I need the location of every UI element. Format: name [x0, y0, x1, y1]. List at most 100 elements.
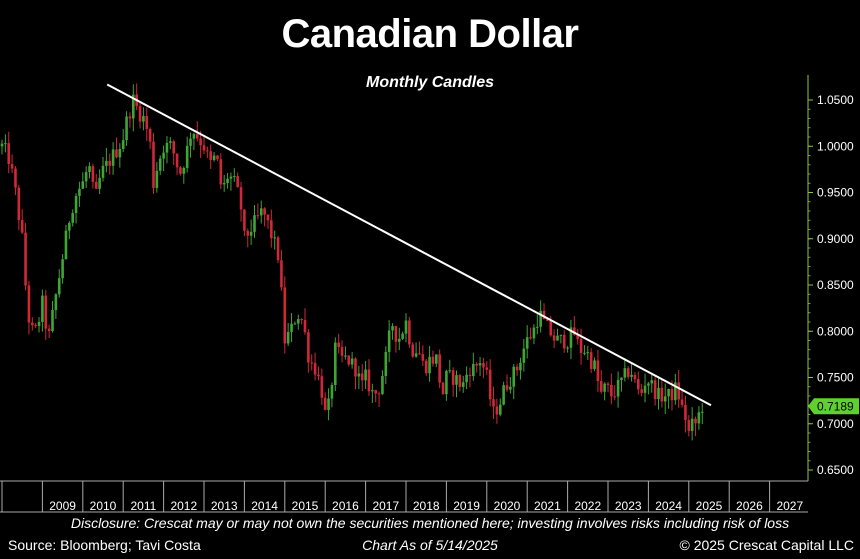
candle-body	[650, 380, 654, 384]
candle-body	[505, 385, 509, 390]
candle-body	[643, 385, 647, 393]
candle-body	[573, 327, 576, 335]
candle-body	[455, 375, 458, 385]
candle-body	[556, 335, 559, 341]
candle-body	[498, 404, 502, 415]
candle-body	[323, 397, 327, 410]
candle-body	[616, 380, 620, 397]
candle-body	[512, 366, 516, 387]
candle-body	[387, 330, 391, 352]
candle-body	[37, 321, 41, 326]
candle-body	[697, 412, 701, 424]
candle-body	[458, 375, 462, 387]
candle-body	[142, 116, 145, 122]
candle-body	[24, 232, 27, 286]
candle-body	[172, 141, 175, 154]
candle-body	[515, 366, 519, 371]
candle-body	[185, 145, 189, 168]
candle-body	[206, 150, 209, 152]
candle-body	[546, 319, 549, 321]
source-text: Source: Bloomberg; Tavi Costa	[8, 537, 201, 553]
candle-body	[492, 399, 495, 407]
x-tick-label: 2015	[292, 499, 319, 513]
candle-body	[381, 376, 384, 395]
candle-body	[623, 368, 627, 378]
candle-body	[371, 390, 374, 392]
candle-body	[640, 389, 643, 393]
candle-body	[263, 208, 266, 215]
candle-body	[465, 374, 468, 383]
last-price-badge-group: 0.7189	[808, 398, 859, 415]
candle-body	[233, 176, 236, 178]
y-tick-label: 0.8500	[817, 278, 854, 292]
candle-body	[603, 383, 606, 392]
candle-body	[596, 360, 600, 382]
candle-body	[158, 158, 162, 171]
candle-body	[414, 353, 418, 357]
candle-body	[377, 393, 381, 395]
candle-body	[57, 278, 61, 295]
candle-body	[54, 294, 58, 311]
candle-body	[162, 152, 165, 159]
candle-body	[128, 116, 132, 119]
candle-body	[175, 153, 179, 168]
candle-body	[98, 177, 101, 189]
candle-body	[529, 337, 532, 339]
y-tick-label: 0.8000	[817, 324, 854, 338]
candle-body	[391, 326, 394, 331]
candle-body	[47, 328, 51, 332]
candle-body	[593, 360, 596, 369]
candle-body	[475, 363, 478, 366]
candle-body	[155, 170, 159, 189]
y-axis: 1.0500 1.0000 0.9500 0.9000 0.8500 0.8000 0.75…	[807, 75, 854, 481]
x-tick-label: 2013	[211, 499, 238, 513]
candle-body	[525, 337, 529, 349]
candle-body	[451, 370, 455, 385]
candle-body	[20, 220, 24, 233]
candle-body	[259, 208, 263, 216]
candle-body	[461, 382, 465, 387]
candle-body	[374, 390, 377, 394]
candle-body	[397, 338, 401, 342]
candle-body	[418, 353, 421, 355]
candle-body	[482, 363, 485, 368]
candle-body	[229, 176, 233, 179]
candle-body	[532, 327, 536, 339]
candle-body	[539, 310, 542, 327]
x-tick-label: 2027	[776, 499, 803, 513]
x-tick-label: 2019	[453, 499, 480, 513]
candle-body	[108, 160, 112, 166]
candle-body	[222, 183, 226, 185]
candle-body	[253, 215, 256, 232]
x-tick-label: 2024	[655, 499, 682, 513]
candle-body	[216, 155, 219, 160]
candle-body	[115, 149, 118, 158]
candle-body	[347, 355, 351, 365]
candle-body	[125, 116, 128, 141]
candle-body	[690, 418, 694, 431]
candle-body	[283, 287, 287, 344]
candle-body	[239, 187, 243, 210]
trendline-group	[106, 83, 712, 407]
candle-body	[522, 348, 526, 363]
x-axis: 2009 2010 2011 2012 2013 2014 2015 2016 2017 2018…	[0, 480, 808, 513]
candle-body	[408, 320, 411, 345]
candle-body	[364, 369, 367, 381]
candle-body	[350, 358, 354, 365]
candle-body	[81, 181, 85, 189]
candle-body	[687, 420, 691, 431]
candle-body	[266, 214, 270, 221]
candle-body	[630, 374, 633, 377]
candle-body	[599, 381, 603, 392]
candle-body	[246, 230, 250, 236]
candle-body	[445, 370, 448, 395]
candle-body	[488, 369, 492, 400]
candle-body	[14, 168, 17, 188]
candle-body	[219, 159, 223, 185]
candle-body	[84, 172, 88, 182]
candle-body	[202, 145, 206, 151]
candle-body	[310, 362, 314, 364]
candle-body	[647, 383, 650, 386]
candle-body	[700, 411, 704, 413]
